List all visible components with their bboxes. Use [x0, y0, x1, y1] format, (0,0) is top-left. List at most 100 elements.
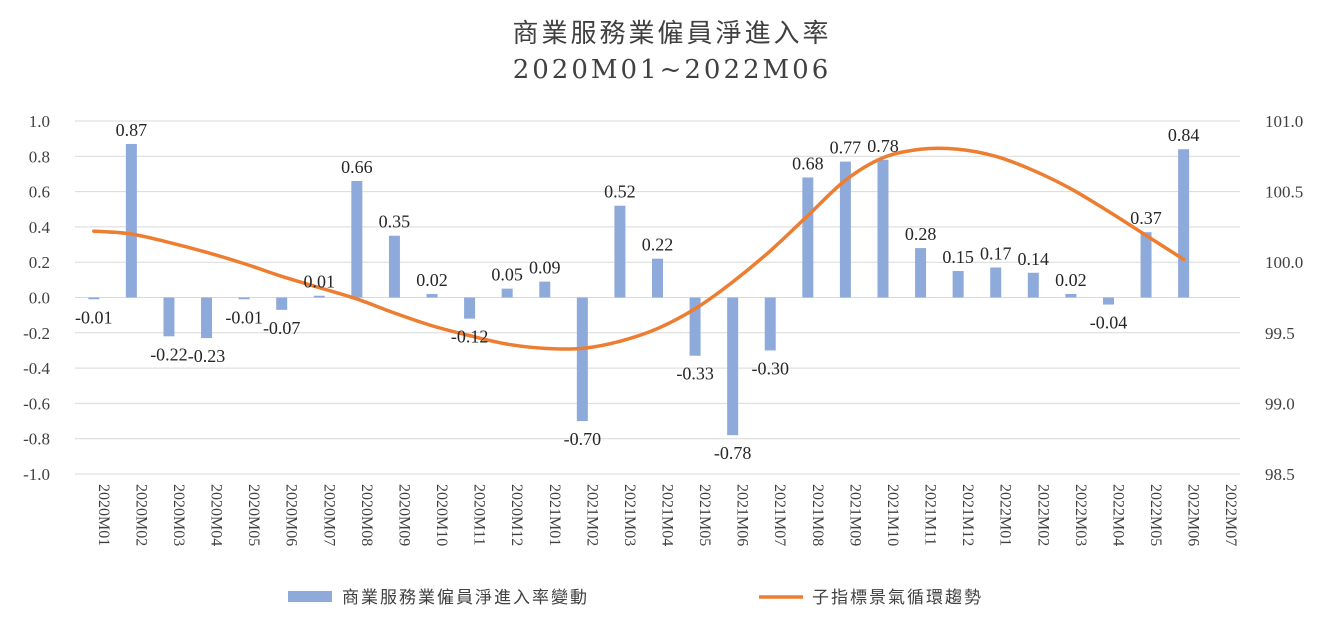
x-axis-tick-label: 2021M03: [621, 484, 638, 546]
left-axis-tick-label: 0.8: [29, 147, 50, 166]
bar-data-label: 0.35: [379, 212, 411, 232]
x-axis-tick-label: 2022M04: [1109, 484, 1126, 546]
x-axis-tick-label: 2021M09: [846, 484, 863, 546]
x-axis-tick-label: 2020M06: [283, 484, 300, 546]
bar-data-label: 0.87: [116, 120, 148, 140]
bar-data-label: 0.68: [792, 153, 824, 173]
left-axis-tick-label: -0.4: [23, 359, 50, 378]
bar: [313, 295, 325, 298]
line-series: [92, 146, 1186, 351]
x-axis-tick-label: 2021M12: [959, 484, 976, 546]
x-axis-tick-label: 2021M08: [809, 484, 826, 546]
bar-data-label: 0.09: [529, 258, 561, 278]
bar-data-label: -0.78: [714, 443, 752, 463]
x-axis-tick-label: 2022M07: [1222, 484, 1239, 546]
bar-data-label: 0.15: [942, 247, 974, 267]
bar-data-label: 0.28: [905, 224, 937, 244]
left-axis-tick-label: 0.4: [29, 218, 51, 237]
bar-data-label: -0.01: [75, 307, 113, 327]
bar: [802, 177, 814, 298]
bar-data-label: 0.22: [642, 235, 674, 255]
bar-data-label: 0.84: [1168, 125, 1200, 145]
bar-data-label: 0.66: [341, 157, 373, 177]
legend-line-label: 子指標景氣循環趨勢: [812, 588, 983, 608]
bar: [238, 297, 250, 300]
bar: [351, 181, 363, 298]
x-axis-tick-label: 2020M05: [245, 484, 262, 546]
right-axis-tick-label: 100.5: [1265, 183, 1303, 202]
bar: [839, 161, 851, 298]
x-axis-tick-label: 2020M11: [471, 484, 488, 546]
bar: [1178, 149, 1190, 298]
bar: [1027, 272, 1039, 298]
bar: [990, 267, 1002, 298]
legend-bar-swatch: [288, 591, 332, 602]
bar-data-label: -0.23: [188, 346, 226, 366]
bar: [539, 281, 551, 298]
bar: [464, 297, 476, 319]
bar: [764, 297, 776, 351]
data-labels: -0.010.87-0.22 -0.23-0.01-0.070.010.660.3…: [75, 120, 1199, 463]
bar-data-label: -0.07: [263, 318, 301, 338]
bar: [689, 297, 701, 356]
x-axis-tick-label: 2020M08: [358, 484, 375, 546]
left-axis-tick-label: 0.6: [29, 183, 50, 202]
left-axis: 1.0 0.8 0.6 0.4 0.2 0.0 -0.2 -0.4 -0.6 -0.8 -1.0: [23, 112, 50, 484]
x-axis-tick-label: 2022M01: [997, 484, 1014, 546]
bar: [388, 235, 400, 298]
bar: [877, 159, 889, 298]
right-axis-tick-label: 98.5: [1265, 465, 1295, 484]
legend: 商業服務業僱員淨進入率變動 子指標景氣循環趨勢: [288, 588, 983, 608]
bar: [1102, 297, 1114, 305]
bar: [1065, 293, 1077, 298]
bar-data-label: -0.22: [150, 344, 188, 364]
x-axis-tick-label: 2020M01: [95, 484, 112, 546]
bar-data-label: 0.52: [604, 182, 636, 202]
bar-data-label: 0.05: [491, 265, 523, 285]
bar: [163, 297, 175, 337]
bar: [576, 297, 588, 422]
x-axis-tick-label: 2021M04: [659, 484, 676, 546]
x-axis-tick-label: 2020M10: [433, 484, 450, 546]
x-axis-tick-label: 2021M10: [884, 484, 901, 546]
bar-data-label: 0.78: [867, 136, 899, 156]
bar: [614, 205, 626, 298]
bar-data-label: 0.77: [830, 138, 862, 158]
x-axis-tick-label: 2020M03: [170, 484, 187, 546]
bar-data-label: -0.33: [676, 364, 714, 384]
left-axis-tick-label: -0.2: [23, 324, 50, 343]
bar: [952, 271, 964, 298]
x-axis-tick-label: 2020M12: [508, 484, 525, 546]
gridlines: [75, 120, 1240, 475]
bar-data-label: 0.14: [1018, 249, 1050, 269]
bar-data-label: 0.17: [980, 243, 1012, 263]
bar: [276, 297, 288, 310]
bar-data-label: 0.01: [304, 272, 336, 292]
x-axis-tick-label: 2021M05: [696, 484, 713, 546]
x-axis-tick-label: 2021M07: [771, 484, 788, 546]
bar: [727, 297, 739, 436]
x-axis-tick-label: 2022M05: [1147, 484, 1164, 546]
right-axis-tick-label: 100.0: [1265, 253, 1303, 272]
x-axis-tick-label: 2022M06: [1185, 484, 1202, 546]
chart-title: 商業服務業僱員淨進入率: [512, 19, 831, 49]
bar-data-label: 0.02: [416, 270, 448, 290]
x-axis: 2020M01 2020M02 2020M03 2020M04 2020M05 2020M…: [95, 484, 1239, 546]
bar: [426, 293, 438, 298]
x-axis-tick-label: 2020M04: [208, 484, 225, 546]
chart-subtitle: 2020M01~2022M06: [513, 55, 832, 85]
left-axis-tick-label: -1.0: [23, 465, 50, 484]
x-axis-tick-label: 2020M07: [320, 484, 337, 546]
x-axis-tick-label: 2021M01: [546, 484, 563, 546]
bar-data-label: -0.12: [451, 327, 489, 347]
trend-line: [92, 146, 1186, 351]
left-axis-tick-label: 0.2: [29, 253, 50, 272]
x-axis-tick-label: 2021M02: [583, 484, 600, 546]
bar: [88, 297, 100, 300]
bar: [201, 297, 213, 339]
bar-data-label: -0.70: [564, 429, 602, 449]
left-axis-tick-label: -0.6: [23, 394, 50, 413]
